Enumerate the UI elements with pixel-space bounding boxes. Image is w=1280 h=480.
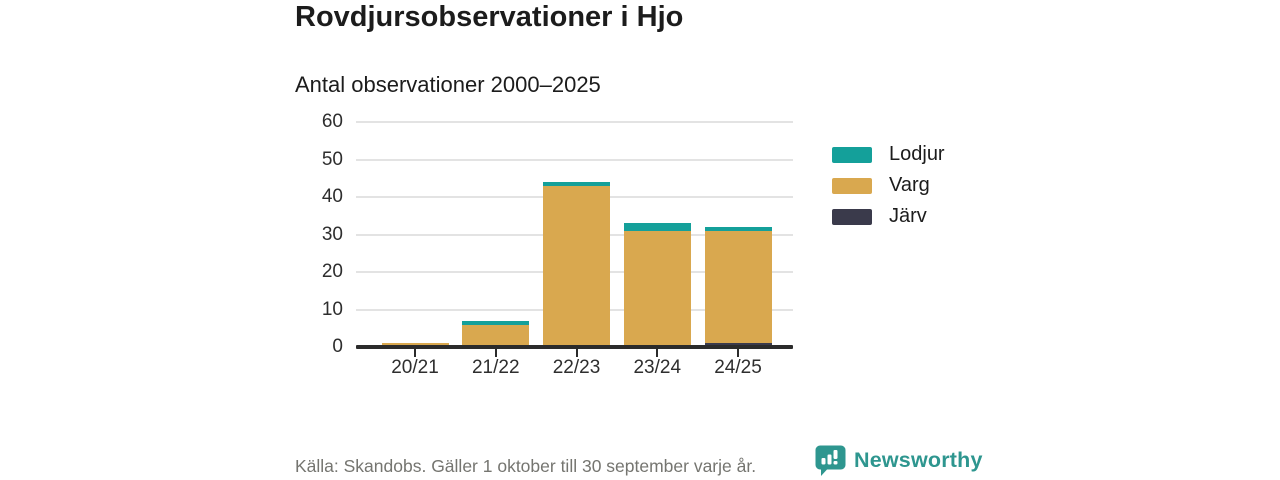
- x-tick-mark: [656, 349, 659, 357]
- chart-subtitle: Antal observationer 2000–2025: [295, 72, 601, 97]
- y-tick-label: 50: [321, 148, 343, 170]
- x-tick-mark: [414, 349, 416, 357]
- x-tick-mark: [575, 349, 578, 357]
- legend-swatch: [832, 208, 872, 225]
- y-tick-label: 40: [321, 186, 343, 207]
- legend-item: Lodjur: [832, 139, 945, 170]
- legend-swatch: [832, 177, 872, 194]
- x-tick-label: 22/23: [552, 357, 601, 378]
- bar-segment-varg: [543, 185, 610, 347]
- legend-label: Lodjur: [889, 143, 945, 165]
- bar-segment-lodjur: [704, 227, 772, 231]
- gridline: [356, 158, 793, 161]
- x-tick-label: 24/25: [714, 357, 762, 378]
- bar-segment-lodjur: [543, 182, 610, 186]
- x-tick-mark: [494, 349, 497, 357]
- x-tick-mark: [737, 349, 739, 357]
- y-tick-label: 10: [321, 298, 343, 320]
- brand-name: Newsworthy: [854, 448, 983, 472]
- y-tick-label: 30: [321, 223, 343, 245]
- bar-segment-varg: [462, 324, 530, 347]
- gridline: [356, 121, 793, 123]
- bar-segment-lodjur: [462, 320, 530, 325]
- bar-segment-lodjur: [623, 223, 691, 231]
- bar-segment-varg: [704, 230, 772, 344]
- legend-label: Järv: [889, 205, 927, 227]
- plot-area: [356, 121, 793, 347]
- brand-lockup: Newsworthy: [814, 444, 983, 477]
- newsworthy-logo-icon: [815, 445, 846, 476]
- source-note: Källa: Skandobs. Gäller 1 oktober till 3…: [295, 456, 757, 476]
- x-axis-line: [356, 345, 793, 349]
- legend-swatch: [832, 146, 872, 163]
- y-tick-label: 20: [321, 261, 343, 282]
- legend-label: Varg: [889, 174, 930, 196]
- legend-item: Järv: [832, 201, 945, 232]
- x-tick-label: 20/21: [391, 357, 439, 378]
- chart-title: Rovdjursobservationer i Hjo: [295, 1, 684, 33]
- legend-item: Varg: [832, 170, 945, 201]
- legend: Lodjur Varg Järv: [832, 139, 945, 232]
- bar-segment-varg: [623, 230, 691, 347]
- y-tick-label: 60: [321, 111, 343, 132]
- x-tick-label: 23/24: [633, 357, 682, 378]
- x-tick-label: 21/22: [471, 357, 520, 378]
- y-tick-label: 0: [332, 336, 343, 357]
